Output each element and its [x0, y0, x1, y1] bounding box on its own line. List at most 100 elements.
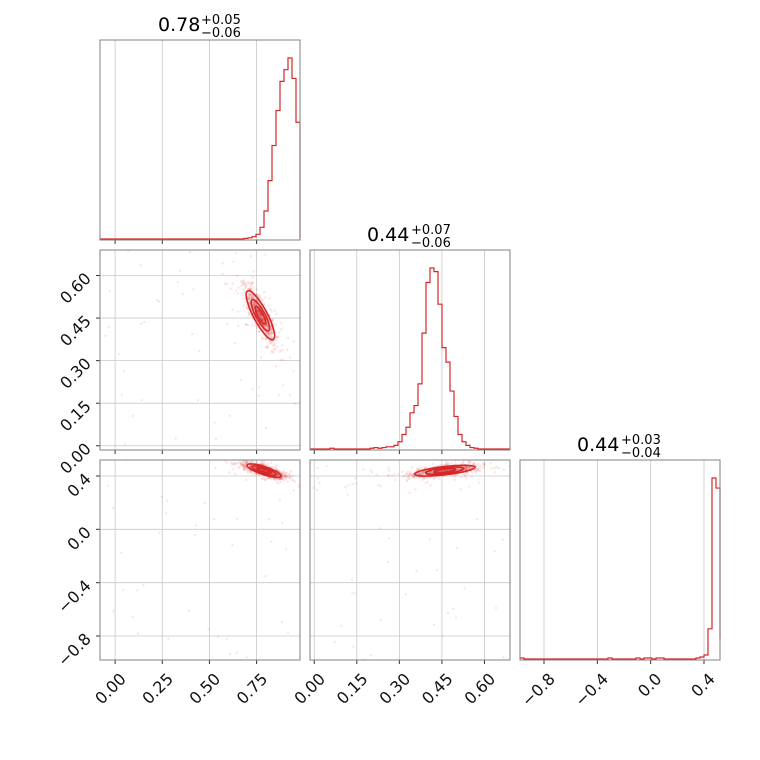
grid [100, 460, 300, 660]
sample-point [269, 342, 272, 345]
sample-point [303, 478, 306, 481]
title-2-minus: −0.04 [621, 446, 661, 461]
sample-point [247, 296, 251, 300]
y-tick-label: 0.0 [63, 523, 94, 554]
sample-point [264, 426, 268, 430]
sample-point [270, 329, 273, 333]
sample-point [459, 488, 463, 491]
sample-point [464, 467, 468, 471]
sample-point [407, 476, 411, 479]
sample-point [467, 461, 471, 465]
sample-point [494, 550, 497, 553]
sample-point [251, 296, 254, 300]
sample-point [261, 318, 265, 322]
sample-point [277, 477, 281, 481]
sample-point [278, 477, 282, 481]
sample-point [228, 652, 232, 656]
sample-point [421, 472, 425, 475]
sample-point [369, 654, 373, 657]
sample-point [239, 463, 243, 466]
sample-point [477, 481, 481, 485]
sample-point [460, 475, 463, 479]
sample-point [106, 484, 109, 488]
sample-point [270, 310, 273, 313]
sample-point [245, 460, 248, 463]
sample-point [465, 465, 468, 469]
sample-point [450, 461, 453, 465]
sample-point [257, 329, 261, 333]
sample-point [275, 312, 278, 316]
sample-point [325, 465, 328, 468]
sample-point [256, 308, 260, 312]
sample-point [275, 335, 279, 339]
sample-point [445, 462, 448, 466]
sample-point [429, 483, 432, 487]
sample-point [270, 332, 273, 336]
sample-point [256, 293, 259, 297]
sample-point [267, 334, 270, 337]
sample-point [240, 284, 244, 288]
sample-point [247, 298, 250, 301]
sample-point [270, 350, 274, 354]
sample-point [271, 465, 275, 469]
sample-point [269, 335, 272, 338]
sample-point [453, 478, 456, 482]
sample-point [225, 322, 229, 326]
sample-point [414, 488, 417, 491]
sample-point [468, 485, 471, 488]
sample-point [249, 470, 252, 473]
sample-point [446, 463, 449, 466]
sample-point [225, 638, 228, 641]
sample-point [232, 260, 235, 263]
sample-point [445, 468, 449, 472]
sample-point [447, 462, 450, 465]
sample-point [421, 471, 425, 475]
sample-point [407, 456, 410, 459]
sample-point [247, 291, 250, 295]
sample-point [264, 345, 267, 349]
sample-point [501, 538, 504, 541]
title-param-2: 0.44 +0.03 −0.04 [577, 433, 661, 461]
sample-point [265, 325, 269, 328]
sample-point [244, 461, 248, 464]
sample-point [453, 475, 457, 479]
sample-point [282, 475, 285, 478]
sample-point [261, 463, 265, 466]
sample-point [188, 250, 192, 254]
sample-point [520, 461, 523, 464]
sample-point [315, 488, 319, 492]
sample-point [275, 335, 279, 339]
sample-point [248, 292, 252, 296]
title-0-median: 0.78 [158, 14, 200, 36]
sample-point [265, 324, 269, 327]
sample-point [249, 282, 253, 285]
sample-point [242, 463, 246, 467]
sample-point [266, 477, 269, 480]
sample-point [243, 468, 247, 471]
sample-point [259, 316, 263, 320]
panel-frame [99, 459, 301, 661]
sample-point [437, 477, 441, 480]
sample-point [250, 296, 254, 300]
sample-point [281, 358, 285, 362]
sample-point [260, 317, 264, 321]
sample-point [266, 331, 269, 335]
sample-point [261, 477, 264, 481]
sample-point [474, 470, 478, 474]
sample-point [247, 311, 251, 315]
x-tick-label: 0.45 [418, 669, 457, 708]
sample-point [354, 482, 358, 485]
sample-point [270, 349, 274, 352]
sample-point [478, 464, 482, 467]
sample-point [123, 370, 126, 373]
sample-point [157, 300, 161, 303]
sample-point [481, 466, 485, 470]
sample-point [312, 486, 315, 490]
sample-point [407, 473, 411, 476]
sample-point [264, 470, 268, 473]
sample-point [251, 295, 254, 299]
sample-point [410, 472, 413, 476]
sample-point [316, 467, 319, 470]
sample-point [284, 474, 287, 478]
sample-point [225, 282, 228, 285]
